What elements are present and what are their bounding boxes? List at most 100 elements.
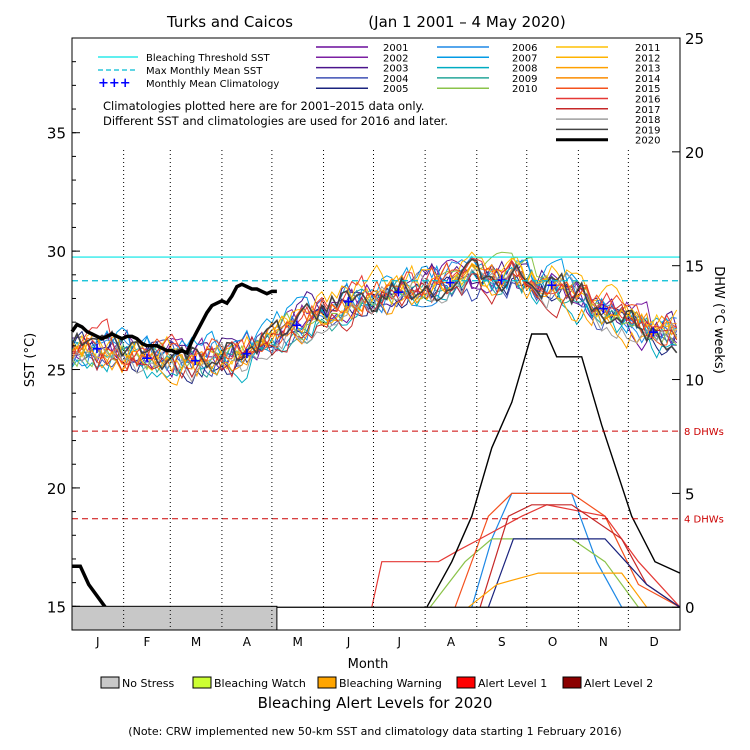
y-left-tick-label: 30 (47, 243, 66, 261)
x-tick-label: S (498, 635, 506, 649)
climatology-marker: + (91, 341, 103, 357)
sst-line-2008 (71, 266, 677, 384)
climatology-marker: + (189, 353, 201, 369)
alert-swatch (562, 676, 582, 689)
legend-label-2017: 2017 (635, 105, 660, 116)
chart-date-range: (Jan 1 2001 – 4 May 2020) (368, 13, 565, 31)
sst-line-2019 (71, 258, 678, 371)
alert-swatch (192, 676, 212, 689)
climatology-marker: + (241, 346, 253, 362)
footnote: (Note: CRW implemented new 50-km SST and… (128, 725, 621, 738)
y-right-title: DHW (°C weeks) (711, 266, 726, 374)
alert-title: Bleaching Alert Levels for 2020 (258, 694, 493, 712)
alert-label: No Stress (122, 677, 175, 690)
climatology-marker: + (546, 277, 558, 293)
climatology-marker: + (291, 318, 303, 334)
legend-label-2014: 2014 (635, 74, 660, 85)
dhw-line-2019 (426, 333, 681, 608)
x-tick-label: D (650, 635, 659, 649)
y-left-tick-label: 35 (47, 125, 66, 143)
x-tick-label: F (144, 635, 151, 649)
y-left-tick-label: 15 (47, 598, 66, 616)
x-axis-title: Month (348, 657, 389, 672)
climatology-marker: + (496, 273, 508, 289)
dhw-8-label: 8 DHWs (684, 427, 724, 438)
y-left-tick-label: 25 (47, 362, 66, 380)
legend-label-2003: 2003 (383, 64, 408, 75)
climatology-marker: + (393, 284, 405, 300)
x-tick-label: J (397, 635, 402, 649)
sst-line-2020 (70, 282, 277, 356)
alert-label: Bleaching Watch (214, 677, 306, 690)
legend-climatology-marker: +++ (98, 76, 131, 91)
legend-label-2001: 2001 (383, 43, 408, 54)
alert-label: Alert Level 2 (584, 677, 653, 690)
series-layer: + + + + + + + + + + + + (70, 251, 681, 631)
chart-title: Turks and Caicos (166, 13, 293, 31)
note-line-2: Different SST and climatologies are used… (103, 114, 448, 128)
alert-swatch (456, 676, 476, 689)
legend-label-2006: 2006 (512, 43, 537, 54)
climatology-marker: + (647, 325, 659, 341)
legend-mmm-label: Max Monthly Mean SST (146, 66, 263, 77)
climatology-marker: + (141, 351, 153, 367)
dhw-line-2016 (371, 504, 681, 608)
legend-label-2018: 2018 (635, 115, 660, 126)
dhw-4-label: 4 DHWs (684, 515, 724, 526)
legend-label-2020: 2020 (635, 136, 660, 147)
legend-label-2002: 2002 (383, 53, 408, 64)
x-tick-label: J (95, 635, 100, 649)
legend-label-2004: 2004 (383, 74, 408, 85)
sst-line-2018 (71, 269, 678, 383)
legend-label-2005: 2005 (383, 84, 408, 95)
x-tick-label: A (243, 635, 252, 649)
climatology-marker: + (343, 294, 355, 310)
legend-label-2013: 2013 (635, 64, 660, 75)
alert-bar-no-stress (71, 605, 278, 631)
x-tick-label: O (548, 635, 557, 649)
legend-label-2012: 2012 (635, 53, 660, 64)
legend-label-2011: 2011 (635, 43, 660, 54)
alert-label: Alert Level 1 (478, 677, 547, 690)
y-right-tick-label: 10 (685, 372, 704, 390)
sst-line-2015 (71, 258, 677, 371)
y-right-tick-label: 20 (685, 144, 704, 162)
plot-frame (71, 37, 681, 631)
legend-label-2008: 2008 (512, 64, 537, 75)
axes: J F M A M J J A S O N D 15 20 25 30 35 0 5 10 15 20 25 (47, 30, 704, 649)
note-line-1: Climatologies plotted here are for 2001–… (103, 99, 424, 113)
svg-text:Month: Month (348, 657, 389, 672)
legend-climatology-label: Monthly Mean Climatology (146, 79, 279, 90)
legend-label-2019: 2019 (635, 125, 660, 136)
y-right-tick-label: 15 (685, 258, 704, 276)
climatology-marker: + (598, 301, 610, 317)
alert-level-legend: No Stress Bleaching Watch Bleaching Warnin… (100, 676, 653, 690)
y-left-tick-label: 20 (47, 480, 66, 498)
alert-swatch (317, 676, 337, 689)
legend-label-2007: 2007 (512, 53, 537, 64)
y-right-tick-label: 25 (685, 30, 704, 48)
x-tick-label: M (191, 635, 201, 649)
climatology-marker: + (444, 275, 456, 291)
y-right-tick-label: 5 (685, 485, 695, 503)
dhw-line-2020 (72, 564, 107, 609)
legend-left: Bleaching Threshold SST Max Monthly Mean… (98, 53, 279, 91)
dhw-line-2015 (454, 492, 681, 608)
reference-lines: 8 DHWs 4 DHWs (72, 256, 724, 526)
x-tick-label: M (293, 635, 303, 649)
legend-label-2015: 2015 (635, 84, 660, 95)
sst-line-2013 (71, 264, 678, 386)
legend-label-2010: 2010 (512, 84, 537, 95)
x-tick-label: A (447, 635, 456, 649)
legend-label-2009: 2009 (512, 74, 537, 85)
alert-swatch (100, 676, 120, 689)
y-left-title: SST (°C) (23, 333, 38, 387)
y-right-tick-label: 0 (685, 599, 695, 617)
dhw-line-2013 (468, 572, 648, 608)
sst-line-2003 (71, 260, 678, 358)
x-tick-label: N (599, 635, 608, 649)
alert-label: Bleaching Warning (339, 677, 442, 690)
dhw-line-2005 (487, 538, 681, 608)
